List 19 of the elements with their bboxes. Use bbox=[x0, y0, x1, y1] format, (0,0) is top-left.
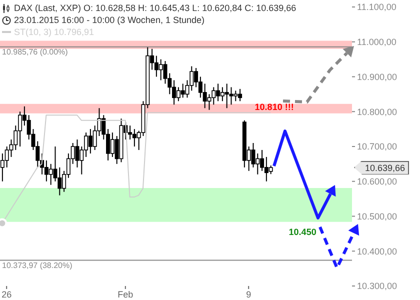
y-tick-label: 10.600,00 bbox=[357, 176, 398, 187]
annotation: 10.450 bbox=[288, 226, 316, 238]
ref-line-label: 10.373,97 (38.20%) bbox=[2, 260, 73, 270]
y-tick-label: 10.900,00 bbox=[357, 72, 398, 82]
text: 10.639,66 bbox=[354, 160, 410, 175]
x-tick-label: Feb bbox=[118, 289, 134, 300]
ref-line-label: 10.985,76 (0.00%) bbox=[2, 48, 68, 56]
y-tick-label: 10.400,00 bbox=[357, 246, 398, 256]
y-tick-label: 10.800,00 bbox=[357, 106, 398, 117]
text: 23.01.2015 16:00 - 10:00 (3 Wochen, 1 Stunde) bbox=[14, 14, 204, 26]
annotation: 10.810 !!! bbox=[254, 101, 294, 114]
y-tick-label: 11.100,00 bbox=[357, 2, 396, 12]
y-tick-label: 11.000,00 bbox=[357, 37, 396, 48]
y-tick-label: 10.300,00 bbox=[357, 281, 398, 292]
y-tick-label: 10.700,00 bbox=[357, 142, 398, 152]
x-tick-label: 9 bbox=[246, 289, 252, 300]
chart-title: DAX (Last, XXP) O: 10.628,58 H: 10.645,43 L: 10.620,84 C: 10.639,66 bbox=[14, 2, 296, 14]
y-tick-label: 10.500,00 bbox=[357, 211, 398, 222]
x-tick-label: 26 bbox=[2, 289, 12, 300]
